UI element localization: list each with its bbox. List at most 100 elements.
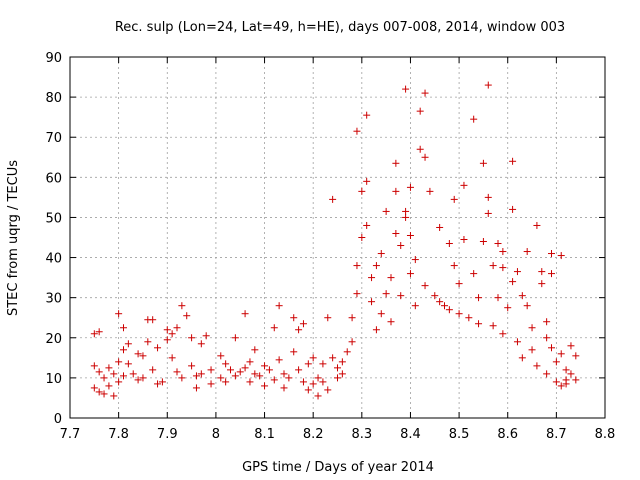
data-point: [197, 340, 205, 348]
data-point: [538, 268, 546, 276]
data-point: [562, 376, 570, 384]
data-point: [494, 294, 502, 302]
data-point: [275, 302, 283, 310]
data-point: [416, 145, 424, 153]
data-point: [168, 330, 176, 338]
x-tick-label: 8: [212, 427, 220, 442]
data-points: [90, 81, 580, 400]
data-point: [139, 374, 147, 382]
data-point: [188, 362, 196, 370]
data-point: [513, 338, 521, 346]
x-tick-label: 8.3: [351, 427, 372, 442]
data-point: [382, 290, 390, 298]
data-point: [479, 159, 487, 167]
data-point: [192, 384, 200, 392]
data-point: [509, 205, 517, 213]
y-tick-label: 20: [45, 332, 62, 347]
data-point: [134, 350, 142, 358]
data-point: [353, 262, 361, 270]
data-point: [455, 280, 463, 288]
data-point: [173, 368, 181, 376]
data-point: [227, 366, 234, 374]
y-axis-label: STEC from uqrg / TECUs: [6, 160, 21, 316]
data-point: [557, 252, 565, 260]
data-point: [353, 290, 361, 298]
data-point: [489, 262, 497, 270]
data-point: [358, 187, 366, 195]
data-point: [499, 264, 507, 272]
data-point: [499, 330, 507, 338]
data-point: [543, 318, 551, 326]
data-point: [387, 274, 395, 282]
data-point: [149, 316, 157, 324]
x-axis-label: GPS time / Days of year 2014: [242, 460, 434, 475]
data-point: [445, 306, 453, 314]
data-point: [377, 250, 385, 258]
data-point: [363, 221, 371, 229]
data-point: [329, 354, 337, 362]
data-point: [319, 378, 327, 386]
data-point: [178, 302, 186, 310]
x-tick-label: 7.7: [60, 427, 81, 442]
data-point: [504, 304, 512, 312]
data-point: [280, 384, 288, 392]
data-point: [334, 374, 341, 382]
data-point: [552, 378, 560, 386]
data-point: [299, 320, 307, 328]
data-point: [115, 310, 123, 318]
plot-frame: [69, 56, 606, 419]
data-point: [406, 183, 414, 191]
data-point: [372, 262, 380, 270]
data-point: [416, 107, 424, 115]
data-point: [334, 364, 341, 372]
data-point: [552, 358, 560, 366]
data-point: [411, 256, 419, 264]
data-point: [246, 378, 254, 386]
data-point: [173, 324, 181, 332]
data-point: [518, 354, 526, 362]
data-point: [124, 360, 132, 368]
data-point: [207, 366, 215, 374]
data-point: [572, 352, 580, 360]
data-point: [528, 346, 536, 354]
x-tick-labels: 7.7 7.8 7.9 8 8.1 8.2 8.3 8.4 8.5 8.6 8.7 8.8: [60, 427, 616, 442]
data-point: [411, 302, 419, 310]
x-tick-label: 8.5: [449, 427, 470, 442]
chart-title: Rec. sulp (Lon=24, Lat=49, h=HE), days 0…: [115, 20, 565, 35]
data-point: [115, 358, 123, 366]
data-point: [363, 177, 371, 185]
data-point: [261, 362, 269, 370]
x-tick-label: 8.4: [400, 427, 421, 442]
data-point: [251, 346, 259, 354]
data-point: [538, 280, 546, 288]
data-point: [533, 362, 541, 370]
data-point: [100, 390, 108, 398]
data-point: [275, 356, 283, 364]
data-point: [431, 292, 439, 300]
data-point: [397, 292, 405, 300]
x-tick-label: 7.9: [157, 427, 178, 442]
x-tick-label: 8.8: [595, 427, 616, 442]
data-point: [100, 374, 108, 382]
data-point: [465, 314, 473, 322]
data-point: [154, 380, 162, 388]
data-point: [470, 115, 478, 123]
y-tick-label: 80: [45, 91, 62, 106]
data-point: [436, 298, 444, 306]
data-point: [348, 338, 356, 346]
data-point: [567, 370, 575, 378]
data-point: [261, 382, 269, 390]
data-point: [562, 366, 570, 374]
data-point: [139, 352, 147, 360]
y-tick-label: 40: [45, 252, 62, 267]
data-point: [358, 234, 366, 241]
data-point: [207, 380, 215, 388]
data-point: [299, 378, 307, 386]
data-point: [144, 338, 152, 346]
data-point: [426, 187, 434, 195]
data-point: [168, 354, 176, 362]
data-point: [450, 262, 458, 270]
x-tick-label: 8.2: [303, 427, 324, 442]
data-point: [368, 274, 376, 282]
